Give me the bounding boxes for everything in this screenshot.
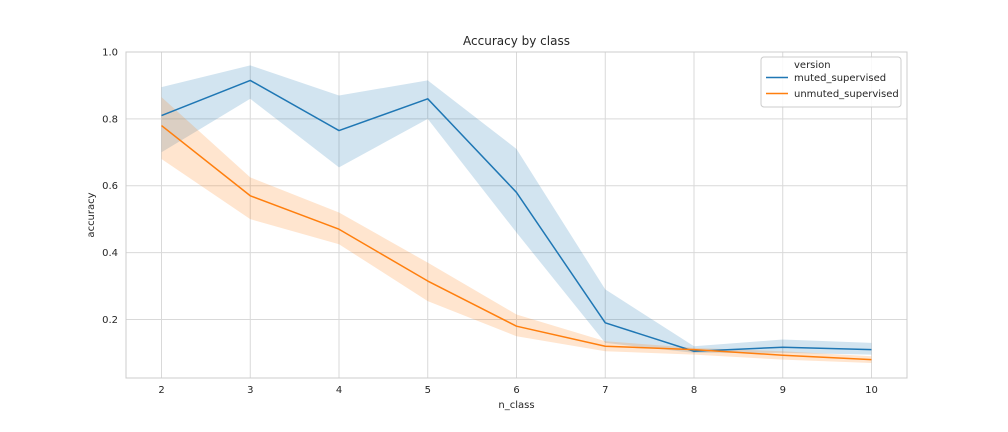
y-tick-label: 0.4 bbox=[102, 248, 118, 259]
x-axis-label: n_class bbox=[498, 400, 534, 411]
legend-title: version bbox=[794, 60, 831, 71]
x-tick-label: 8 bbox=[691, 385, 697, 396]
confidence-bands bbox=[161, 65, 872, 363]
x-tick-label: 2 bbox=[158, 385, 164, 396]
y-tick-label: 0.2 bbox=[102, 315, 118, 326]
plot-frame bbox=[125, 51, 908, 379]
legend-label-muted_supervised: muted_supervised bbox=[794, 73, 886, 84]
confidence-band-unmuted_supervised bbox=[161, 97, 872, 363]
y-axis-label: accuracy bbox=[86, 192, 97, 237]
chart-title: Accuracy by class bbox=[463, 34, 570, 48]
x-tick-label: 9 bbox=[780, 385, 786, 396]
x-tick-label: 4 bbox=[336, 385, 342, 396]
tick-labels: 2 3 4 5 6 7 8 9 10 0.2 0.4 0.6 0.8 1.0 bbox=[102, 48, 878, 397]
y-tick-label: 0.6 bbox=[102, 181, 118, 192]
legend: version muted_supervised unmuted_supervis… bbox=[760, 56, 902, 108]
y-tick-label: 0.8 bbox=[102, 114, 118, 125]
x-tick-label: 10 bbox=[865, 385, 878, 396]
x-tick-label: 7 bbox=[602, 385, 608, 396]
confidence-band-muted_supervised bbox=[161, 65, 872, 355]
legend-box bbox=[760, 56, 902, 108]
x-tick-label: 6 bbox=[513, 385, 519, 396]
legend-label-unmuted_supervised: unmuted_supervised bbox=[794, 89, 899, 100]
x-tick-label: 3 bbox=[247, 385, 253, 396]
y-tick-label: 1.0 bbox=[102, 48, 118, 59]
series-lines bbox=[161, 79, 872, 361]
x-tick-label: 5 bbox=[425, 385, 431, 396]
